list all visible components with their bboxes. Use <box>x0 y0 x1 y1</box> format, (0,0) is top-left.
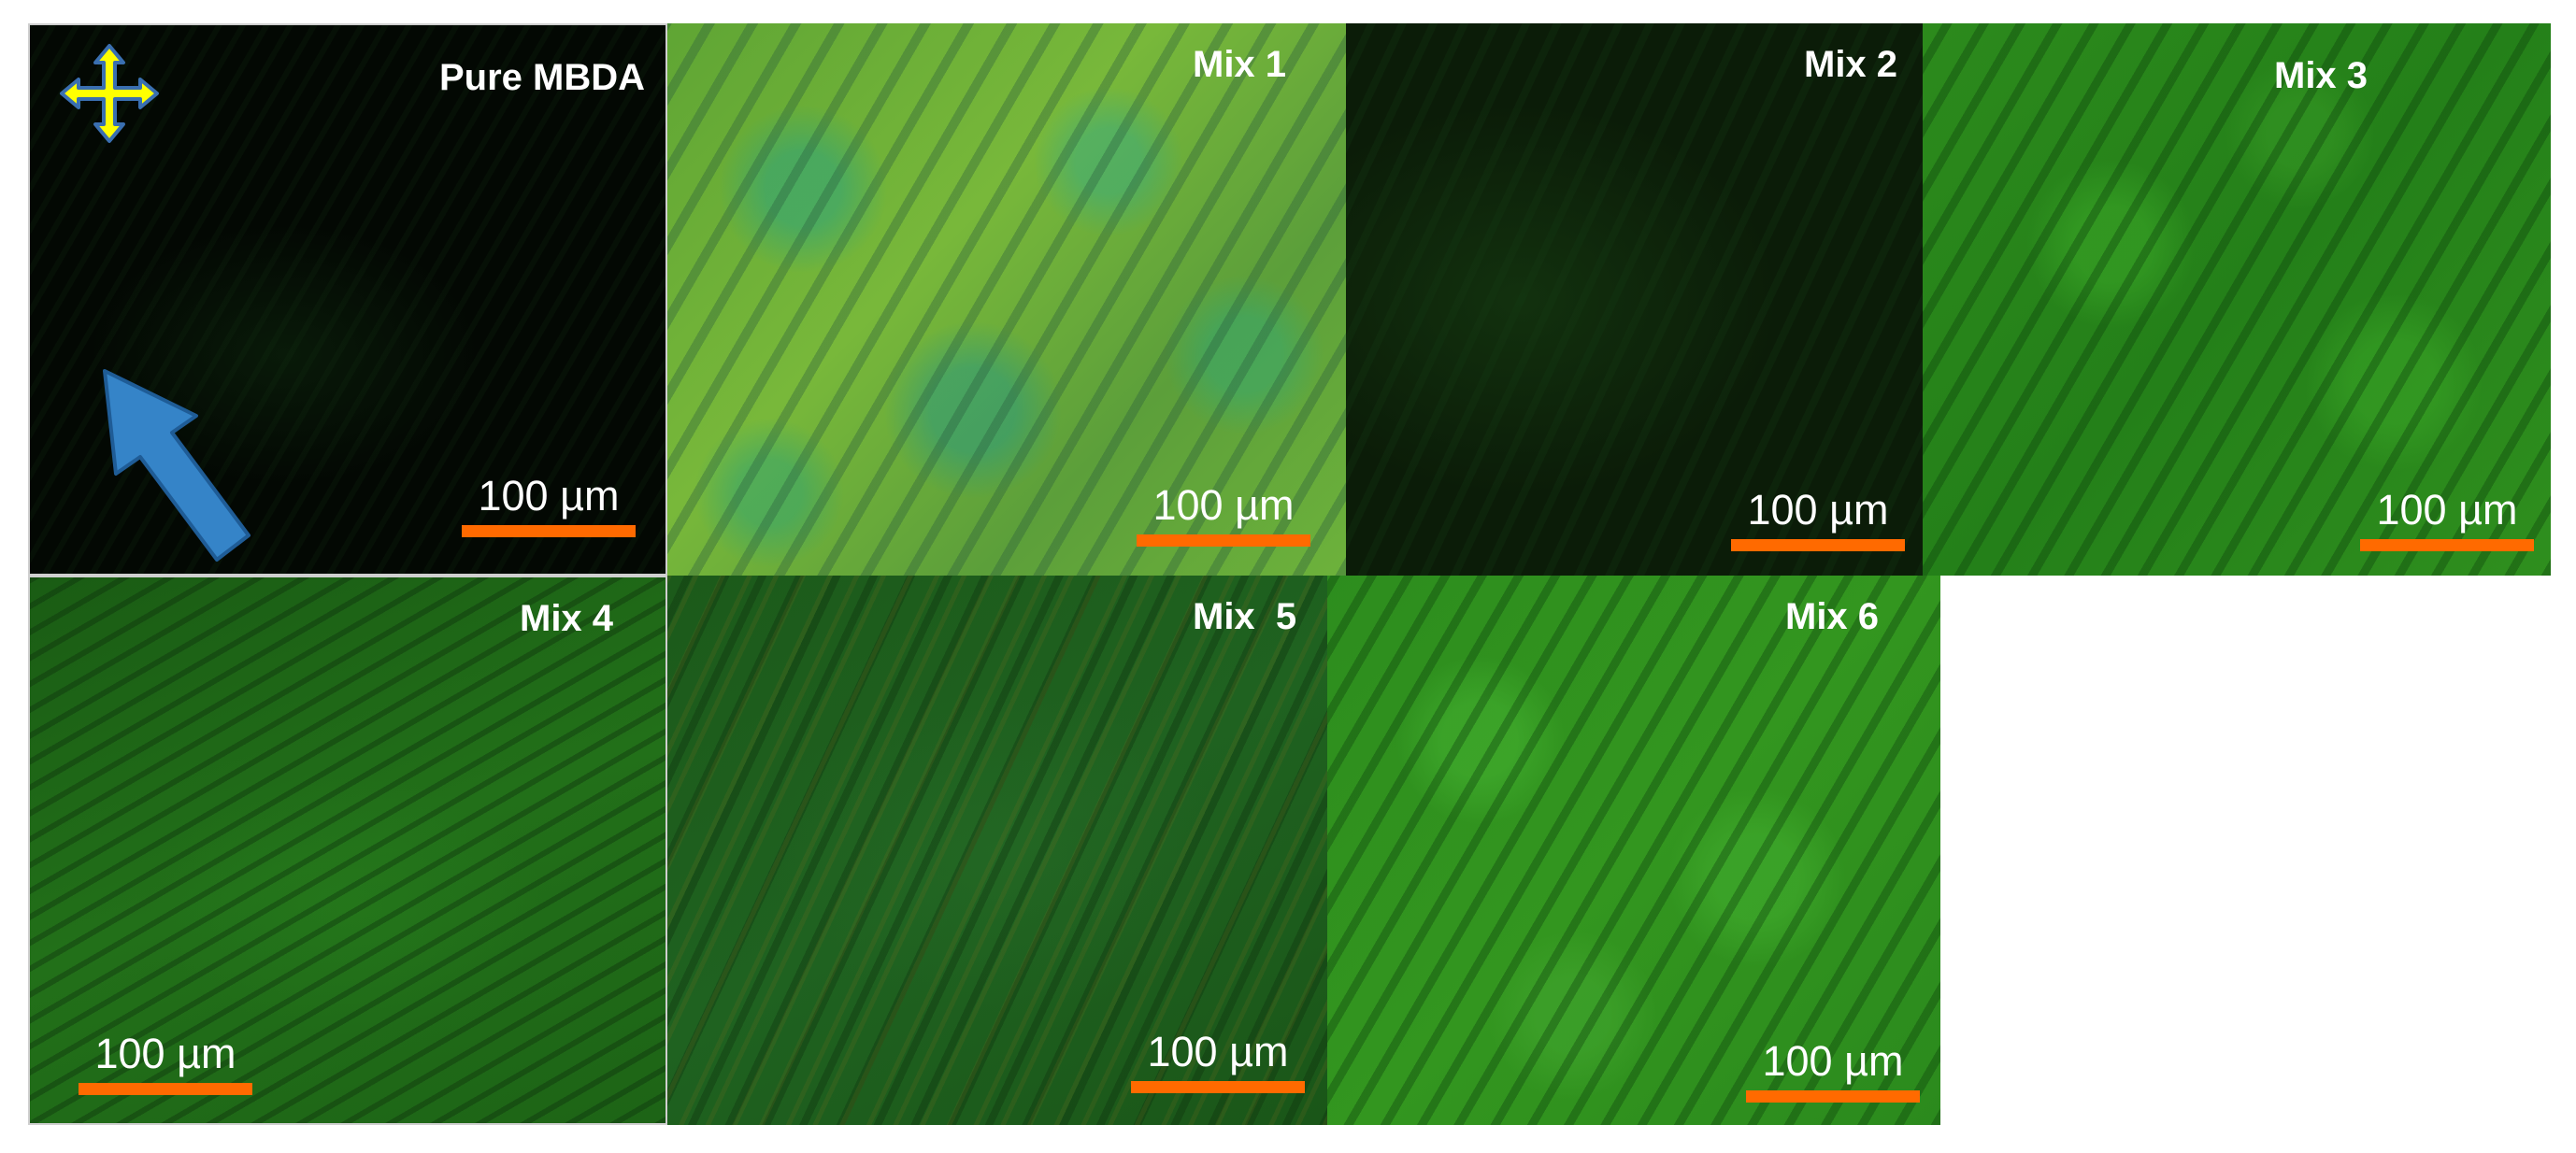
scale-bar-text: 100 µm <box>94 1030 236 1077</box>
micrograph-panel-mix-6: Mix 6 100 µm <box>1327 576 1940 1125</box>
micrograph-texture <box>1346 23 1923 576</box>
scale-bar: 100 µm <box>1131 1028 1305 1093</box>
micrograph-panel-pure-mbda: Pure MBDA 100 µm <box>28 23 667 576</box>
micrograph-texture <box>30 25 665 574</box>
micrograph-texture <box>1923 23 2551 576</box>
panel-label: Mix 5 <box>1193 596 1297 637</box>
scale-bar: 100 µm <box>79 1030 252 1095</box>
scale-bar-line <box>1137 534 1310 547</box>
micrograph-panel-mix-1: Mix 1 100 µm <box>667 23 1346 576</box>
scale-bar: 100 µm <box>1137 481 1310 547</box>
director-arrow-icon <box>103 369 250 562</box>
micrograph-panel-mix-5: Mix 5 100 µm <box>667 576 1327 1125</box>
panel-label: Mix 3 <box>2274 55 2368 96</box>
micrograph-texture <box>667 23 1346 576</box>
micrograph-texture <box>667 576 1327 1125</box>
scale-bar-text: 100 µm <box>1762 1037 1904 1085</box>
micrograph-panel-mix-2: Mix 2 100 µm <box>1346 23 1923 576</box>
panel-label: Mix 6 <box>1785 596 1880 637</box>
panel-label: Mix 4 <box>520 598 614 639</box>
scale-bar: 100 µm <box>1746 1037 1920 1103</box>
micrograph-texture <box>1327 576 1940 1125</box>
scale-bar: 100 µm <box>2360 486 2534 551</box>
panel-label: Mix 1 <box>1193 44 1287 85</box>
crossed-polarizer-icon <box>60 44 159 143</box>
micrograph-texture <box>30 577 665 1123</box>
micrograph-panel-mix-3: Mix 3 100 µm <box>1923 23 2551 576</box>
scale-bar-text: 100 µm <box>2376 486 2518 534</box>
scale-bar-line <box>1731 539 1905 551</box>
scale-bar-line <box>2360 539 2534 551</box>
scale-bar-text: 100 µm <box>478 472 620 520</box>
scale-bar-text: 100 µm <box>1747 486 1889 534</box>
panel-label: Pure MBDA <box>438 57 645 98</box>
scale-bar: 100 µm <box>462 472 636 537</box>
scale-bar-line <box>1131 1081 1305 1093</box>
scale-bar: 100 µm <box>1731 486 1905 551</box>
micrograph-panel-mix-4: Mix 4 100 µm <box>28 576 667 1125</box>
scale-bar-line <box>79 1083 252 1095</box>
scale-bar-text: 100 µm <box>1152 481 1295 529</box>
scale-bar-text: 100 µm <box>1147 1028 1289 1075</box>
panel-label: Mix 2 <box>1804 44 1898 85</box>
scale-bar-line <box>462 525 636 537</box>
scale-bar-line <box>1746 1090 1920 1103</box>
